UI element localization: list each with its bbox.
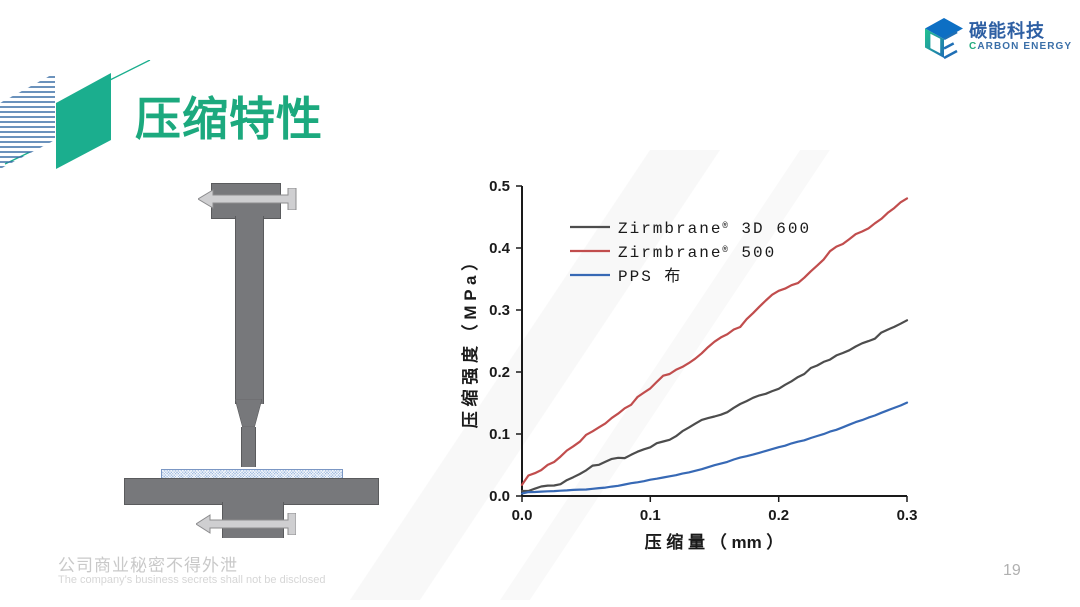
svg-text:0.1: 0.1 bbox=[640, 507, 661, 524]
svg-text:压 缩 量 （ mm ）: 压 缩 量 （ mm ） bbox=[645, 532, 784, 552]
svg-text:0.2: 0.2 bbox=[768, 507, 789, 524]
svg-text:压 缩 强 度 （ M P a ）: 压 缩 强 度 （ M P a ） bbox=[460, 254, 480, 428]
svg-text:Zirmbrane® 3D 600: Zirmbrane® 3D 600 bbox=[618, 220, 811, 238]
svg-text:PPS 布: PPS 布 bbox=[618, 267, 682, 286]
svg-text:0.1: 0.1 bbox=[489, 426, 510, 443]
svg-text:0.4: 0.4 bbox=[489, 240, 511, 257]
svg-text:0.2: 0.2 bbox=[489, 364, 510, 381]
svg-text:0.3: 0.3 bbox=[489, 302, 510, 319]
svg-text:0.5: 0.5 bbox=[489, 178, 510, 195]
svg-text:Zirmbrane® 500: Zirmbrane® 500 bbox=[618, 244, 776, 262]
svg-text:0.0: 0.0 bbox=[512, 507, 533, 524]
svg-text:0.0: 0.0 bbox=[489, 488, 510, 505]
svg-text:0.3: 0.3 bbox=[897, 507, 918, 524]
